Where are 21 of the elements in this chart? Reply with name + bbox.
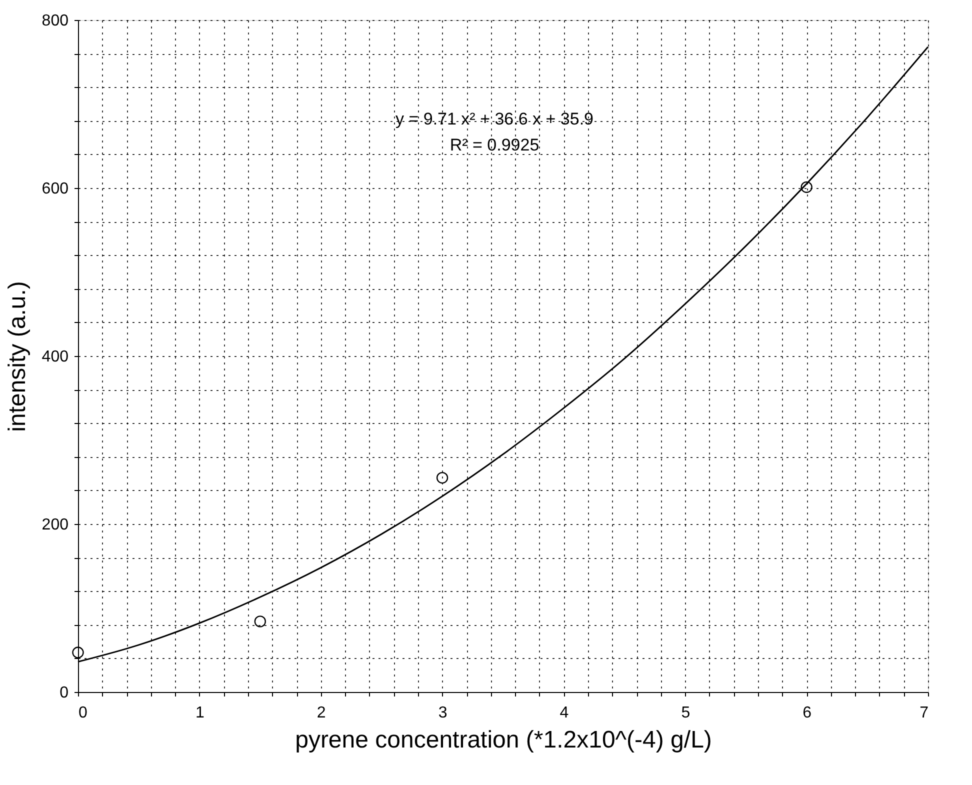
- x-tick-label: 3: [438, 704, 448, 722]
- annotation: y = 9.71 x² + 36.6 x + 35.9: [396, 109, 594, 128]
- y-tick-label: 600: [42, 180, 69, 198]
- y-tick-label: 800: [42, 12, 69, 30]
- point: [436, 472, 448, 484]
- x-tick-label: 4: [560, 704, 569, 722]
- y-tick-label: 200: [42, 516, 69, 534]
- point: [254, 616, 266, 628]
- point: [72, 646, 84, 658]
- x-tick-label: 0: [78, 704, 88, 722]
- x-tick-label: 2: [316, 704, 326, 722]
- point: [800, 181, 812, 193]
- x-tick-label: 6: [802, 704, 812, 722]
- y-tick-label: 400: [42, 348, 69, 366]
- annotation: R² = 0.9925: [450, 135, 540, 154]
- y-tick-label: 0: [60, 684, 69, 702]
- x-tick-label: 1: [195, 704, 204, 722]
- x-tick-label: 7: [920, 704, 929, 722]
- y-axis-title: intensity (a.u.): [4, 281, 31, 432]
- x-axis-title: pyrene concentration (*1.2x10^(-4) g/L): [295, 726, 712, 754]
- x-tick-label: 5: [681, 704, 690, 722]
